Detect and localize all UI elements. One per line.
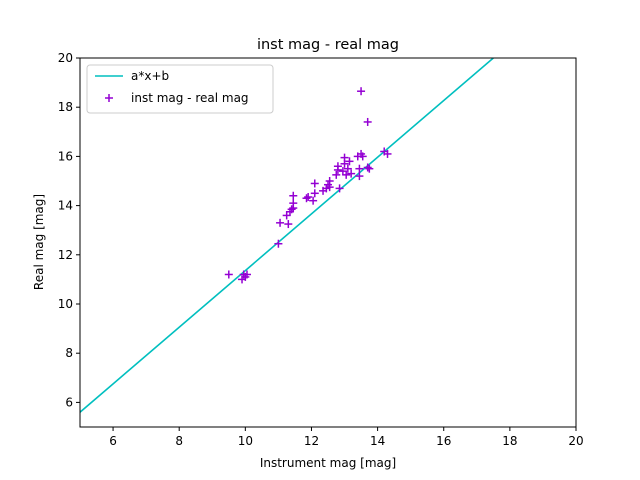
data-point xyxy=(357,87,366,96)
legend: a*x+b inst mag - real mag xyxy=(86,64,274,114)
y-tick-label: 12 xyxy=(58,248,73,262)
data-point xyxy=(289,191,298,200)
data-point xyxy=(365,164,374,173)
x-tick-label: 14 xyxy=(370,434,385,448)
y-tick-label: 18 xyxy=(58,100,73,114)
x-tick-label: 10 xyxy=(238,434,253,448)
x-axis-label: Instrument mag [mag] xyxy=(260,456,396,470)
data-point xyxy=(340,153,349,162)
fit-line xyxy=(80,58,494,413)
data-point xyxy=(358,152,367,161)
data-point xyxy=(276,218,285,227)
y-tick-label: 14 xyxy=(58,199,73,213)
data-point xyxy=(355,172,364,181)
data-point xyxy=(304,192,313,201)
y-axis: 6 8 10 12 14 16 18 20 xyxy=(58,51,80,409)
data-point xyxy=(332,170,341,179)
legend-marker-label: inst mag - real mag xyxy=(131,91,249,105)
data-point xyxy=(325,183,334,192)
x-tick-label: 18 xyxy=(502,434,517,448)
x-tick-label: 12 xyxy=(304,434,319,448)
data-point xyxy=(242,270,251,279)
data-point xyxy=(333,162,342,171)
x-axis: 6 8 10 12 14 16 18 20 xyxy=(109,427,584,448)
data-point xyxy=(284,220,293,229)
legend-line-label: a*x+b xyxy=(131,69,169,83)
data-point xyxy=(274,239,283,248)
x-tick-label: 16 xyxy=(436,434,451,448)
y-axis-label: Real mag [mag] xyxy=(32,194,46,290)
data-point xyxy=(347,169,356,178)
plot-frame xyxy=(79,57,577,428)
plot-area xyxy=(80,58,494,413)
legend-marker-swatch xyxy=(105,94,113,102)
y-tick-label: 20 xyxy=(58,51,73,65)
data-point xyxy=(287,205,296,214)
x-tick-label: 8 xyxy=(175,434,183,448)
x-tick-label: 20 xyxy=(568,434,583,448)
data-point xyxy=(355,164,364,173)
data-point xyxy=(343,164,352,173)
data-point xyxy=(345,157,354,166)
data-point xyxy=(302,194,311,203)
y-tick-label: 6 xyxy=(65,395,73,409)
data-point xyxy=(363,117,372,126)
chart-title: inst mag - real mag xyxy=(257,37,399,53)
data-point xyxy=(309,196,318,205)
data-point xyxy=(335,184,344,193)
x-tick-label: 6 xyxy=(109,434,117,448)
data-point xyxy=(224,270,233,279)
y-tick-label: 10 xyxy=(58,297,73,311)
y-tick-label: 8 xyxy=(65,346,73,360)
data-point xyxy=(310,189,319,198)
data-point xyxy=(289,199,298,208)
data-point xyxy=(342,170,351,179)
data-point xyxy=(310,179,319,188)
legend-box xyxy=(86,64,274,114)
data-point xyxy=(363,163,372,172)
y-tick-label: 16 xyxy=(58,149,73,163)
data-point xyxy=(383,149,392,158)
